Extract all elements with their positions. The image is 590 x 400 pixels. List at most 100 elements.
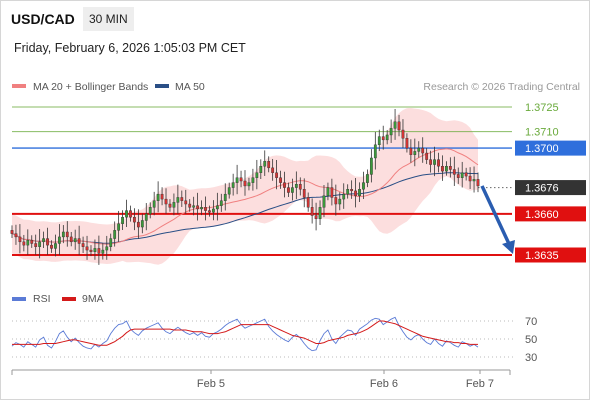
candle (105, 235, 109, 260)
candle-body (263, 161, 267, 167)
candle-body (215, 205, 219, 210)
candle (287, 182, 290, 197)
candle-body (113, 230, 117, 239)
moving-averages (11, 148, 479, 245)
x-axis-ticks: Feb 5 Feb 6 Feb 7 (197, 370, 494, 390)
candle (192, 196, 196, 216)
candle-body (144, 213, 148, 221)
candle-body (156, 193, 160, 201)
candle-body (259, 165, 263, 173)
candle (338, 192, 342, 211)
candle (267, 156, 271, 173)
candle (30, 235, 34, 248)
candle-body (369, 157, 373, 175)
candle (38, 229, 42, 259)
candle-body (219, 200, 223, 206)
candle (326, 182, 330, 201)
candle (448, 157, 452, 178)
candle-body (358, 189, 361, 197)
candle (318, 200, 322, 226)
candle-body (133, 216, 136, 223)
candle-body (456, 174, 460, 178)
candle (69, 231, 73, 247)
rsi-legend-swatch (12, 297, 26, 301)
candle (330, 178, 334, 206)
candle (385, 130, 389, 145)
candle (472, 166, 476, 193)
timestamp: Friday, February 6, 2026 1:05:03 PM CET (14, 41, 246, 55)
candle (184, 189, 188, 214)
candle-body (227, 187, 231, 195)
price-levels (12, 106, 512, 256)
candle (231, 173, 235, 196)
candle-body (409, 147, 413, 155)
candle (401, 119, 405, 149)
candle-body (223, 193, 227, 201)
candle (50, 240, 53, 253)
candle (196, 192, 199, 221)
candle-body (401, 129, 405, 139)
copyright-text: Research © 2026 Trading Central (423, 81, 580, 93)
candle-body (129, 210, 132, 218)
candle (279, 170, 282, 189)
candle (58, 224, 61, 256)
candle (168, 199, 172, 212)
candle-body (397, 121, 401, 131)
candle-body (441, 165, 444, 172)
candle-body (421, 147, 425, 154)
candle (456, 167, 460, 184)
level-label-support: 1.3660 (525, 209, 559, 221)
candle-body (117, 223, 121, 231)
x-tick-label: Feb 7 (466, 378, 494, 390)
candle-body (476, 179, 480, 187)
level-badge-support (515, 247, 586, 263)
candle (429, 150, 432, 173)
candle (310, 198, 314, 224)
candle (358, 182, 361, 203)
candle-body (109, 238, 113, 247)
level-label-support: 1.3635 (525, 250, 559, 262)
candle-body (34, 243, 38, 247)
candle-body (429, 159, 432, 165)
candle-body (239, 177, 243, 182)
interval-badge[interactable]: 30 MIN (83, 7, 134, 31)
ma50-legend-label: MA 50 (175, 81, 205, 93)
candle (22, 234, 26, 252)
level-labels: 1.3725 1.3710 1.3700 1.3676 1.3660 1.3635 (515, 102, 586, 263)
candle (342, 183, 346, 209)
candle (445, 161, 448, 176)
candle-body (42, 238, 45, 243)
candle (227, 182, 231, 199)
candle (85, 235, 89, 260)
rsi-legend-label: RSI (33, 293, 51, 305)
candle (89, 245, 93, 257)
candle-body (14, 233, 18, 238)
9ma-legend-label: 9MA (82, 293, 104, 305)
candle (243, 170, 247, 196)
candle (425, 148, 429, 165)
candle (93, 239, 97, 260)
candle (129, 205, 132, 222)
candle-body (30, 239, 34, 244)
candle-body (26, 239, 30, 246)
candle (350, 180, 354, 199)
candle (65, 221, 69, 247)
candle-body (405, 138, 409, 149)
candle (204, 196, 207, 221)
candle (156, 181, 160, 213)
candle-body (354, 190, 357, 197)
candle (10, 225, 14, 239)
candle-body (385, 134, 389, 141)
level-badge-pivot (515, 140, 586, 156)
candle-body (310, 207, 314, 216)
candle-body (160, 193, 164, 200)
candle-body (346, 189, 350, 195)
candle (133, 208, 136, 231)
candle-body (172, 202, 176, 208)
candle-body (247, 182, 251, 187)
level-label-resistance: 1.3710 (525, 127, 559, 139)
forecast-arrow-head (502, 240, 515, 254)
x-tick-label: Feb 5 (197, 378, 225, 390)
candle-body (93, 248, 97, 252)
candle (176, 184, 180, 214)
